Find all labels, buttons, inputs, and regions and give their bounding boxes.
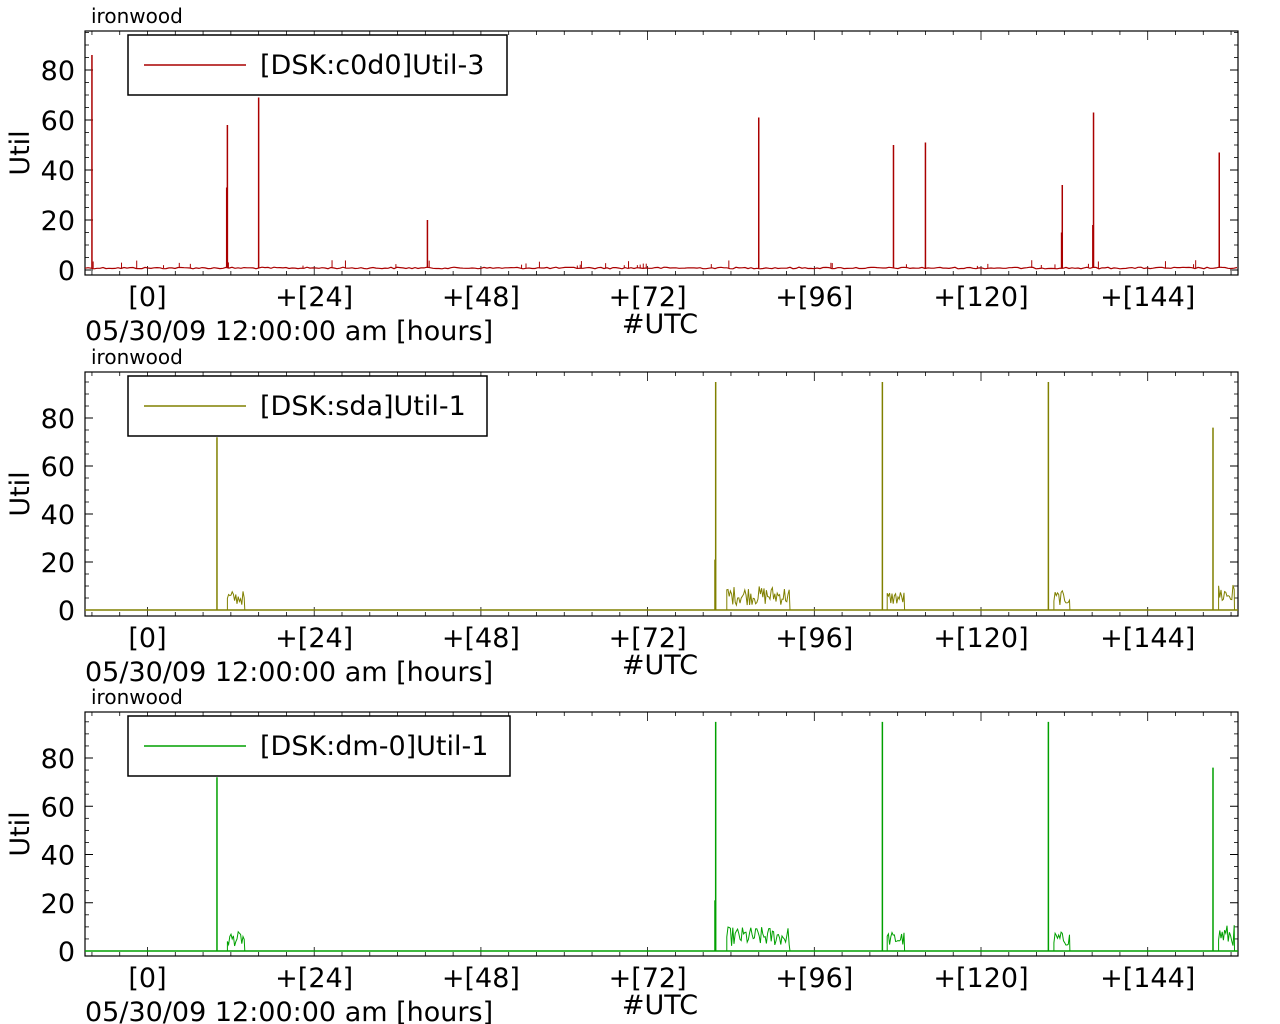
y-tick-label: 20 xyxy=(41,548,75,579)
y-tick-label: 80 xyxy=(41,56,75,87)
series-noise xyxy=(1218,925,1235,952)
y-tick-label: 0 xyxy=(58,937,75,968)
y-tick-label: 20 xyxy=(41,206,75,237)
y-tick-label: 60 xyxy=(41,792,75,823)
series-noise xyxy=(886,931,906,952)
x-axis-start-label: 05/30/09 12:00:00 am [hours] xyxy=(85,997,493,1024)
x-tick-label: +[96] xyxy=(775,623,853,654)
x-tick-label: +[72] xyxy=(609,623,687,654)
y-axis-label: Util xyxy=(5,130,36,175)
y-tick-label: 80 xyxy=(41,404,75,435)
x-tick-label: +[120] xyxy=(933,963,1028,994)
y-tick-label: 0 xyxy=(58,256,75,287)
legend-box xyxy=(127,34,508,96)
plot-frame xyxy=(84,371,1239,617)
chart-panel-1: ironwood 0 20 40 60 80 [0] +[24] +[48] +[72] +[96]… xyxy=(5,4,1239,347)
x-tick-label: +[24] xyxy=(275,282,353,313)
series-noise xyxy=(1218,584,1235,611)
x-tick-label: +[144] xyxy=(1100,282,1195,313)
timezone-label: #UTC xyxy=(622,309,698,340)
y-tick-label: 20 xyxy=(41,889,75,920)
chart-panel-2: ironwood 0 20 40 60 80 [0] +[24] +[48] +[72] +[96]… xyxy=(5,345,1239,688)
plot-frame xyxy=(84,711,1239,957)
y-tick-label: 60 xyxy=(41,106,75,137)
x-tick-label: +[48] xyxy=(442,623,520,654)
series-baseline xyxy=(85,266,1238,270)
series-noise xyxy=(726,926,791,952)
legend: [DSK:c0d0]Util-3 xyxy=(127,34,508,96)
legend-label: [DSK:dm-0]Util-1 xyxy=(260,731,488,762)
x-tick-label: +[48] xyxy=(442,282,520,313)
host-label: ironwood xyxy=(91,685,183,709)
legend-label: [DSK:c0d0]Util-3 xyxy=(260,50,484,81)
y-tick-label: 80 xyxy=(41,744,75,775)
timezone-label: #UTC xyxy=(622,990,698,1021)
y-axis-label: Util xyxy=(5,811,36,856)
x-tick-label: +[24] xyxy=(275,623,353,654)
x-axis-start-label: 05/30/09 12:00:00 am [hours] xyxy=(85,657,493,688)
series-noise xyxy=(1053,931,1071,952)
x-axis-start-label: 05/30/09 12:00:00 am [hours] xyxy=(85,316,493,347)
series-noise xyxy=(226,590,246,611)
series-2 xyxy=(85,382,1238,611)
x-tick-label: +[120] xyxy=(933,282,1028,313)
x-tick-label: +[144] xyxy=(1100,963,1195,994)
x-tick-label: [0] xyxy=(128,282,166,313)
y-tick-label: 40 xyxy=(41,156,75,187)
x-tick-label: +[96] xyxy=(775,963,853,994)
series-noise xyxy=(1053,589,1071,611)
x-tick-label: +[72] xyxy=(609,282,687,313)
y-tick-label: 40 xyxy=(41,841,75,872)
host-label: ironwood xyxy=(91,4,183,28)
legend: [DSK:sda]Util-1 xyxy=(127,375,488,437)
series-1 xyxy=(85,55,1238,270)
plot-frame xyxy=(84,30,1239,276)
x-tick-label: [0] xyxy=(128,963,166,994)
series-noise xyxy=(226,930,246,952)
legend: [DSK:dm-0]Util-1 xyxy=(127,715,511,777)
x-tick-label: +[72] xyxy=(609,963,687,994)
timezone-label: #UTC xyxy=(622,650,698,681)
host-label: ironwood xyxy=(91,345,183,369)
series-3 xyxy=(85,721,1238,952)
y-tick-label: 40 xyxy=(41,500,75,531)
x-tick-label: +[144] xyxy=(1100,623,1195,654)
series-noise xyxy=(886,592,906,611)
y-tick-label: 0 xyxy=(58,596,75,627)
x-tick-label: [0] xyxy=(128,623,166,654)
y-tick-label: 60 xyxy=(41,452,75,483)
x-tick-label: +[48] xyxy=(442,963,520,994)
legend-label: [DSK:sda]Util-1 xyxy=(260,391,466,422)
series-noise xyxy=(726,585,791,611)
x-tick-label: +[24] xyxy=(275,963,353,994)
x-tick-label: +[120] xyxy=(933,623,1028,654)
x-tick-label: +[96] xyxy=(775,282,853,313)
y-axis-label: Util xyxy=(5,471,36,516)
chart-panel-3: ironwood 0 20 40 60 80 [0] +[24] +[48] +[72] +[96]… xyxy=(5,685,1239,1024)
